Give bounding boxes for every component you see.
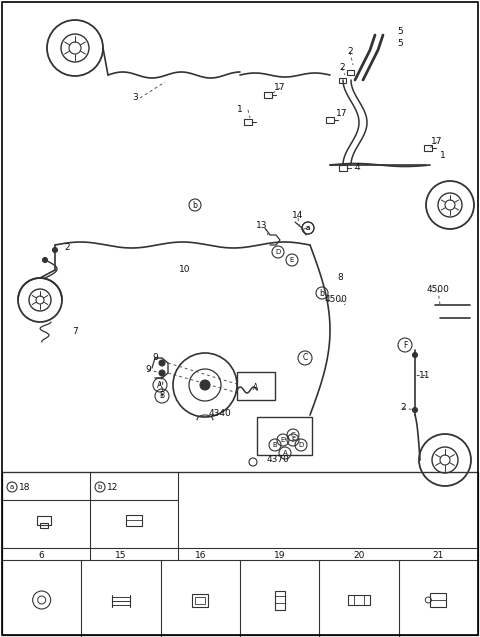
Bar	[2, 472, 478, 635]
Bar	[195, 597, 205, 604]
Text: a: a	[306, 225, 310, 231]
Text: b: b	[98, 484, 102, 490]
Text: 4340: 4340	[209, 408, 231, 417]
Text: 7: 7	[72, 327, 78, 336]
Text: 17: 17	[274, 83, 286, 92]
Text: b: b	[192, 201, 197, 210]
Text: 4370: 4370	[267, 455, 290, 464]
Text: 3: 3	[132, 94, 138, 103]
Text: 2: 2	[64, 243, 70, 252]
Circle shape	[43, 257, 48, 262]
Text: 17: 17	[336, 108, 348, 117]
Text: 10: 10	[179, 266, 191, 275]
Text: 5: 5	[397, 27, 403, 36]
Text: 17: 17	[431, 138, 443, 147]
Bar	[347, 69, 353, 75]
Circle shape	[200, 380, 210, 390]
Text: E: E	[290, 257, 294, 263]
Text: 4: 4	[354, 164, 360, 173]
Bar	[40, 523, 48, 528]
Bar	[126, 515, 142, 526]
Bar	[431, 593, 446, 607]
Circle shape	[159, 360, 165, 366]
Text: 5: 5	[397, 39, 403, 48]
Text: C: C	[302, 354, 308, 362]
Text: a: a	[10, 484, 14, 490]
Text: 20: 20	[353, 550, 365, 559]
Text: A: A	[283, 450, 288, 456]
Text: D: D	[276, 249, 281, 255]
Bar	[257, 417, 312, 455]
Text: A: A	[253, 382, 259, 392]
Circle shape	[412, 408, 418, 413]
Text: D: D	[299, 442, 304, 448]
Text: 4500: 4500	[324, 296, 348, 304]
Bar	[244, 119, 252, 125]
Bar	[192, 594, 208, 607]
Text: 21: 21	[432, 550, 444, 559]
Text: 12: 12	[108, 482, 119, 492]
Bar	[237, 372, 275, 400]
Text: 16: 16	[194, 550, 206, 559]
Circle shape	[159, 370, 165, 376]
Text: B: B	[273, 442, 277, 448]
Bar	[264, 92, 272, 98]
Text: 13: 13	[256, 220, 268, 229]
Text: A: A	[157, 380, 163, 389]
Text: F: F	[291, 437, 295, 443]
Text: 1: 1	[237, 106, 243, 115]
Text: F: F	[403, 341, 407, 350]
Text: b: b	[320, 289, 324, 297]
Bar	[326, 117, 334, 123]
Circle shape	[52, 248, 58, 252]
Text: 2: 2	[400, 403, 406, 413]
Text: a: a	[306, 225, 310, 231]
Text: 4500: 4500	[427, 285, 449, 294]
Bar	[339, 165, 347, 171]
Text: 18: 18	[19, 482, 31, 492]
Text: 2: 2	[339, 64, 345, 73]
Text: C: C	[290, 432, 295, 438]
Circle shape	[412, 352, 418, 357]
Text: 1: 1	[440, 150, 446, 159]
Text: 2: 2	[347, 48, 353, 57]
Bar	[37, 516, 51, 525]
Text: 11: 11	[419, 371, 431, 380]
Text: 8: 8	[337, 273, 343, 282]
Bar	[424, 145, 432, 151]
Text: B: B	[159, 392, 165, 401]
Text: 19: 19	[274, 550, 286, 559]
Bar	[348, 595, 370, 605]
Bar	[275, 591, 285, 610]
Bar	[338, 78, 346, 83]
Text: 9: 9	[152, 354, 158, 362]
Text: E: E	[281, 437, 285, 443]
Text: 6: 6	[39, 550, 45, 559]
Text: 15: 15	[115, 550, 127, 559]
Text: 9: 9	[145, 366, 151, 375]
Text: 14: 14	[292, 210, 304, 220]
